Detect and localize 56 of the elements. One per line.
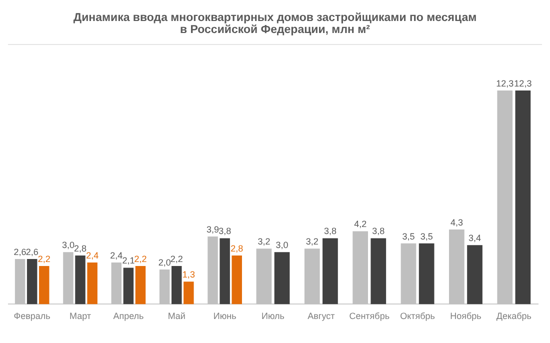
bar	[135, 266, 146, 304]
bar	[87, 262, 98, 304]
data-label: 3,4	[468, 233, 482, 244]
data-label: 2,4	[86, 250, 99, 260]
data-label: 1,3	[182, 270, 195, 280]
bar	[232, 256, 242, 304]
data-label: 4,3	[450, 217, 463, 228]
x-tick-label: Апрель	[113, 311, 144, 322]
data-label: 2,1	[122, 256, 135, 266]
x-tick-label: Август	[308, 311, 335, 322]
bar	[515, 90, 531, 304]
data-label: 2,6	[14, 247, 26, 258]
data-label: 12,3	[514, 78, 532, 89]
x-tick-label: Июль	[262, 311, 285, 322]
x-tick-label: Июнь	[213, 311, 237, 322]
x-tick-label: Май	[168, 311, 186, 322]
data-label: 3,9	[206, 224, 220, 234]
data-label: 3,8	[324, 226, 336, 236]
bar	[322, 238, 338, 304]
x-tick-label: Декабрь	[496, 311, 532, 322]
x-tick-label: Февраль	[14, 311, 51, 322]
bar	[497, 90, 513, 304]
data-label: 2,8	[74, 244, 87, 254]
bar	[256, 248, 272, 304]
data-label: 2,6	[26, 247, 38, 258]
x-tick-label: Ноябрь	[450, 311, 482, 322]
data-label: 12,3	[496, 78, 514, 89]
x-tick-label: Октябрь	[400, 311, 436, 322]
bar	[418, 243, 434, 304]
bar	[467, 245, 482, 304]
data-label: 2,4	[110, 250, 123, 260]
data-label: 3,0	[62, 240, 74, 250]
data-label: 2,2	[38, 254, 50, 264]
data-label: 4,2	[354, 219, 367, 230]
bar	[304, 248, 320, 304]
data-label: 3,5	[420, 231, 433, 242]
data-label: 3,5	[402, 231, 415, 242]
data-label: 3,0	[276, 240, 288, 250]
bar	[184, 282, 194, 304]
bar	[39, 266, 50, 304]
bar	[400, 243, 416, 304]
data-label: 3,8	[372, 226, 385, 236]
data-label: 2,2	[170, 254, 183, 264]
x-tick-label: Март	[70, 311, 92, 322]
bar	[370, 238, 386, 304]
data-label: 2,8	[230, 244, 244, 254]
data-label: 2,2	[134, 254, 147, 264]
bar	[449, 230, 464, 304]
data-label: 2,0	[158, 257, 171, 268]
bar	[274, 252, 290, 304]
x-tick-label: Сентябрь	[349, 311, 390, 322]
data-label: 3,2	[258, 236, 270, 247]
data-label: 3,8	[218, 226, 232, 236]
chart-title: Динамика ввода многоквартирных домов застройщиками по месяцам в Российской Федерации, млн м²	[8, 8, 542, 45]
data-label: 3,2	[306, 236, 318, 247]
bar	[352, 231, 368, 304]
